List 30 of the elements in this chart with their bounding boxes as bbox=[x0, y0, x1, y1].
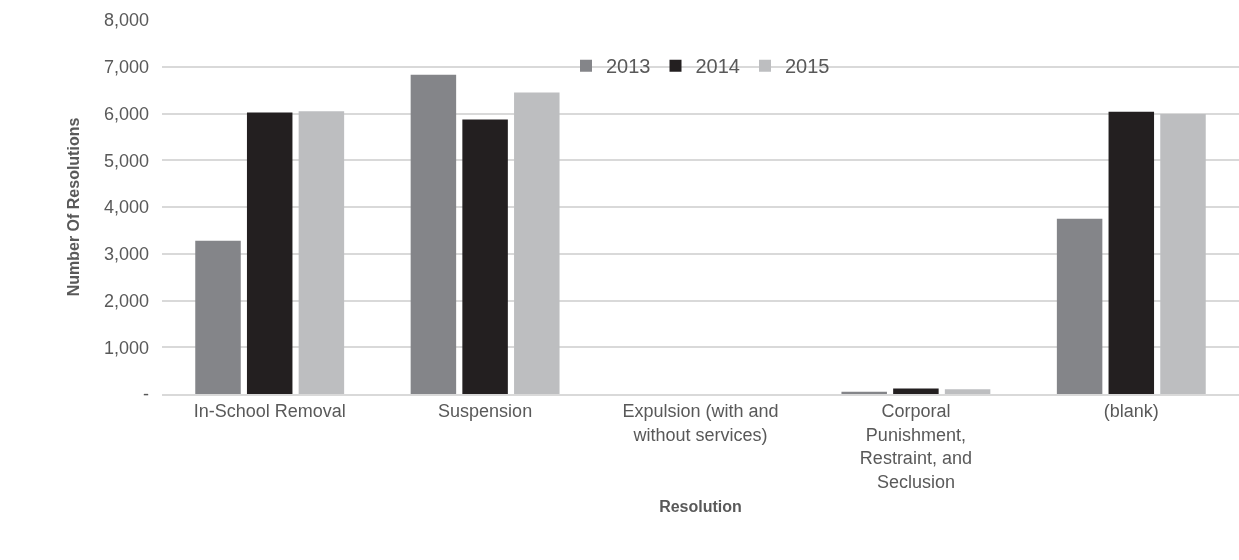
y-tick-label: 1,000 bbox=[103, 337, 149, 358]
bar bbox=[246, 112, 293, 394]
bar bbox=[1108, 111, 1155, 394]
bar bbox=[195, 240, 241, 394]
bar bbox=[410, 74, 457, 394]
legend-label: 2015 bbox=[785, 55, 830, 78]
legend-label: 2014 bbox=[695, 55, 740, 78]
bar bbox=[298, 111, 345, 394]
bar bbox=[944, 389, 991, 394]
x-tick-label: Suspension bbox=[438, 401, 533, 422]
y-tick-label: 5,000 bbox=[103, 150, 149, 171]
x-axis-title: Resolution bbox=[659, 497, 742, 515]
bar bbox=[462, 119, 508, 394]
y-tick-label: 6,000 bbox=[103, 103, 149, 124]
bar bbox=[514, 92, 560, 394]
y-axis-title: Number Of Resolutions bbox=[64, 117, 82, 297]
x-tick-label: (blank) bbox=[1103, 401, 1159, 422]
y-tick-label: 8,000 bbox=[103, 10, 149, 31]
bar bbox=[1160, 113, 1206, 394]
y-tick-label: 2,000 bbox=[103, 290, 149, 311]
y-tick-label: 3,000 bbox=[103, 244, 149, 265]
legend-label: 2013 bbox=[606, 55, 651, 78]
x-tick-label: Corporal Punishment, Restraint, and Seclusion bbox=[859, 401, 972, 492]
y-tick-label: 7,000 bbox=[103, 57, 149, 78]
bar bbox=[893, 388, 939, 394]
y-tick-label: 4,000 bbox=[103, 197, 149, 218]
y-tick-label: - bbox=[143, 384, 149, 405]
bar bbox=[1056, 218, 1103, 394]
x-tick-label: In-School Removal bbox=[193, 401, 346, 422]
x-tick-label: Expulsion (with and without services) bbox=[622, 401, 779, 445]
